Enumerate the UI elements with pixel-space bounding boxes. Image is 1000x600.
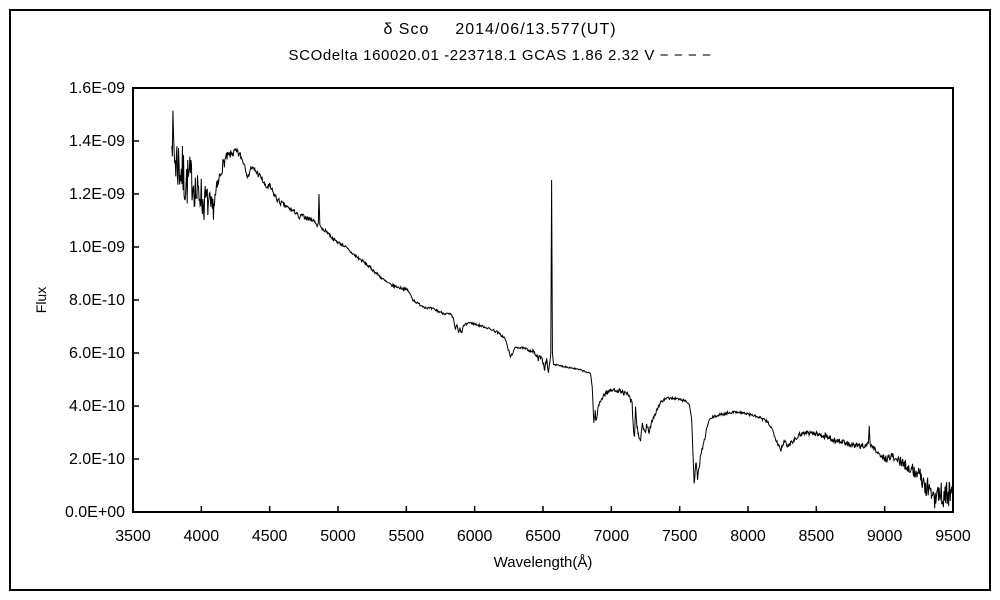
chart-subtitle: SCOdelta 160020.01 -223718.1 GCAS 1.86 2… [288, 47, 712, 64]
y-tick-label: 4.0E-10 [69, 398, 125, 415]
chart-title: δ Sco 2014/06/13.577(UT) [0, 21, 1000, 39]
x-tick-label: 9500 [935, 528, 971, 545]
chart-title-star: δ Sco [383, 21, 430, 38]
x-axis-label: Wavelength(Å) [494, 554, 593, 571]
y-tick-label: 6.0E-10 [69, 345, 125, 362]
spectrum-line [171, 110, 954, 509]
x-tick-label: 3500 [115, 528, 151, 545]
x-tick-label: 6500 [525, 528, 561, 545]
x-tick-label: 5500 [389, 528, 425, 545]
y-axis-label: Flux [33, 287, 49, 313]
x-tick-label: 7500 [662, 528, 698, 545]
x-tick-label: 5000 [320, 528, 356, 545]
plot-border [132, 87, 954, 513]
x-tick-label: 7000 [594, 528, 630, 545]
y-tick-label: 1.0E-09 [69, 239, 125, 256]
x-tick-label: 9000 [867, 528, 903, 545]
chart-title-date: 2014/06/13.577(UT) [455, 21, 617, 38]
x-tick-label: 4000 [184, 528, 220, 545]
y-tick-label: 0.0E+00 [65, 504, 125, 521]
y-tick-label: 1.2E-09 [69, 186, 125, 203]
y-tick-label: 8.0E-10 [69, 292, 125, 309]
y-tick-label: 1.4E-09 [69, 133, 125, 150]
y-tick-label: 2.0E-10 [69, 451, 125, 468]
x-tick-label: 4500 [252, 528, 288, 545]
y-tick-label: 1.6E-09 [69, 80, 125, 97]
x-tick-label: 8000 [730, 528, 766, 545]
x-tick-label: 8500 [799, 528, 835, 545]
x-tick-label: 6000 [457, 528, 493, 545]
